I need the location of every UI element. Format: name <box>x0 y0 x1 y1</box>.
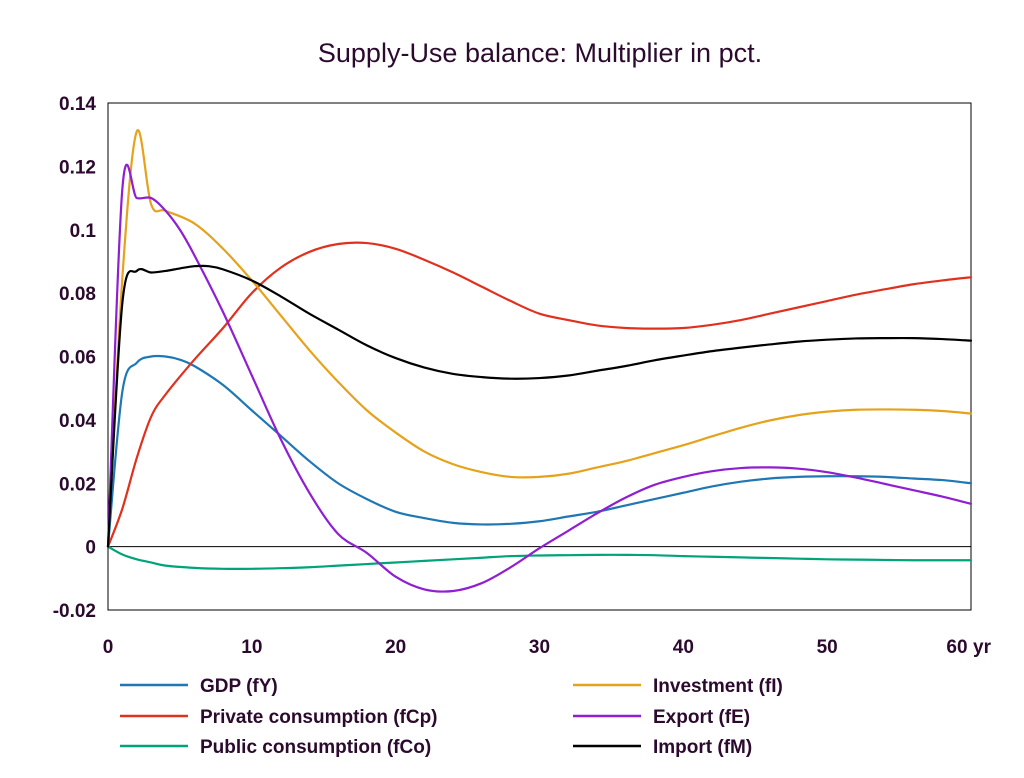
legend-label: Public consumption (fCo) <box>200 737 431 758</box>
y-tick-label: 0.12 <box>59 157 96 178</box>
x-tick-label: 10 <box>241 637 262 658</box>
y-tick-label: 0 <box>85 538 96 559</box>
series-line-4 <box>106 163 973 593</box>
plot-frame <box>107 102 972 611</box>
y-tick-label: 0.02 <box>59 474 96 495</box>
y-tick-label: 0.06 <box>59 348 96 369</box>
series-layer <box>106 129 973 593</box>
x-tick-label: 40 <box>673 637 694 658</box>
x-axis-ticks: 0 10 20 30 40 50 60 yr <box>103 637 992 658</box>
legend-label: Export (fE) <box>653 707 750 728</box>
legend-label: Investment (fI) <box>653 676 783 697</box>
y-tick-label: 0.08 <box>59 284 96 305</box>
legend-label: Import (fM) <box>653 737 752 758</box>
legend-label: Private consumption (fCp) <box>200 707 438 728</box>
x-tick-label: 0 <box>103 637 114 658</box>
series-line-1 <box>106 241 973 548</box>
series-line-0 <box>106 354 973 548</box>
x-tick-label: 50 <box>817 637 838 658</box>
x-unit-label: yr <box>973 637 992 658</box>
legend: GDP (fY) Private consumption (fCp) Public … <box>120 676 783 758</box>
legend-label: GDP (fY) <box>200 676 278 697</box>
y-axis-ticks: -0.02 0 0.02 0.04 0.06 0.08 0.1 0.12 0.14 <box>53 94 97 622</box>
y-tick-label: -0.02 <box>53 601 96 622</box>
chart-title: Supply-Use balance: Multiplier in pct. <box>318 38 762 68</box>
x-tick-label: 60 <box>946 637 967 658</box>
y-tick-label: 0.1 <box>70 221 97 242</box>
x-tick-label: 20 <box>385 637 406 658</box>
y-tick-label: 0.04 <box>59 411 96 432</box>
series-line-5 <box>106 264 973 548</box>
y-tick-label: 0.14 <box>59 94 96 115</box>
x-tick-label: 30 <box>529 637 550 658</box>
series-line-2 <box>106 545 973 571</box>
